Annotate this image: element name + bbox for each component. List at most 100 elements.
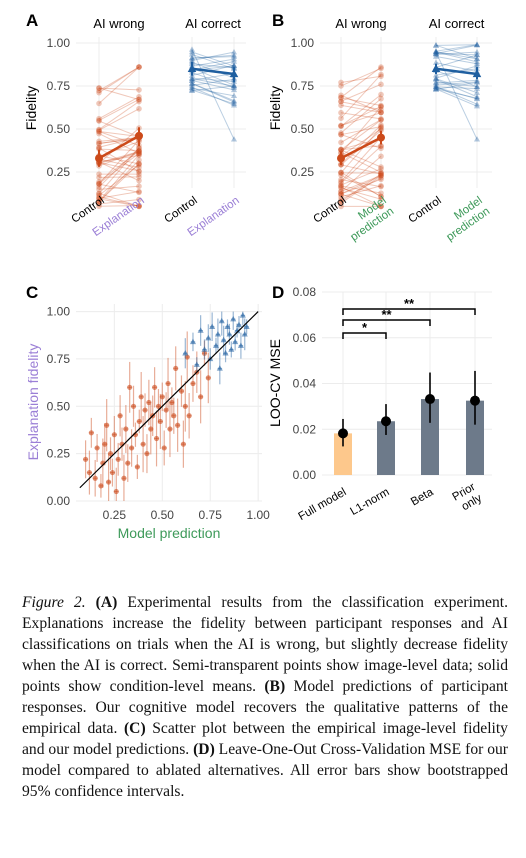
item-line [98, 151, 140, 164]
item-point [188, 46, 196, 52]
data-point [98, 483, 104, 489]
significance-bracket [342, 332, 387, 339]
item-point [378, 176, 384, 183]
item-line [98, 131, 140, 146]
item-line [340, 66, 382, 98]
item-point [230, 98, 238, 105]
item-line [191, 82, 235, 102]
item-point [338, 198, 344, 205]
mean-point [95, 154, 103, 163]
item-line [191, 83, 235, 103]
data-point [212, 342, 220, 348]
y-axis-label: Explanation fidelity [25, 344, 41, 461]
item-point [338, 130, 344, 136]
item-point [338, 188, 344, 195]
item-line [435, 88, 478, 99]
item-point [432, 50, 440, 56]
item-point [378, 123, 384, 130]
item-point [96, 196, 102, 202]
data-point [239, 312, 246, 318]
item-point [338, 191, 344, 197]
data-point [222, 350, 229, 356]
data-point [175, 422, 181, 428]
item-line [98, 204, 140, 207]
item-line [191, 78, 235, 86]
item-point [188, 51, 196, 57]
item-point [473, 51, 481, 58]
item-point [136, 157, 142, 163]
item-point [230, 136, 238, 142]
item-line [191, 85, 235, 92]
item-line [435, 86, 478, 90]
item-line [98, 154, 140, 163]
item-point [96, 100, 102, 107]
item-point [473, 136, 481, 142]
item-line [191, 72, 235, 81]
item-point [136, 150, 142, 157]
group-title: AI wrong [335, 16, 386, 31]
x-tick-label: Control [406, 195, 443, 226]
item-point [378, 173, 384, 179]
data-point [235, 321, 243, 328]
item-point [338, 123, 344, 130]
item-line [98, 158, 140, 168]
item-point [432, 85, 440, 92]
data-point [155, 403, 162, 409]
item-line [98, 66, 140, 94]
item-line [435, 44, 478, 54]
data-point [144, 451, 150, 457]
caption-part-a-label: (A) [95, 594, 118, 611]
data-point [142, 407, 148, 413]
item-line [340, 155, 382, 192]
y-tick-label: 0.50 [47, 122, 71, 136]
panel-label: D [272, 283, 284, 302]
item-line [340, 127, 382, 174]
y-tick-label: 0.25 [47, 165, 71, 179]
item-line [191, 56, 235, 59]
data-point [113, 488, 119, 495]
item-line [98, 164, 140, 196]
item-line [98, 96, 140, 120]
item-point [473, 55, 481, 61]
item-line [340, 186, 382, 207]
item-line [340, 106, 382, 127]
item-line [435, 88, 478, 107]
item-line [98, 192, 140, 207]
item-point [136, 145, 142, 152]
item-line [435, 51, 478, 60]
y-tick-label: 0.25 [47, 447, 71, 461]
item-point [136, 148, 142, 155]
y-axis-label: LOO-CV MSE [267, 339, 283, 427]
item-point [230, 100, 238, 107]
item-point [136, 174, 142, 180]
data-point [193, 361, 200, 367]
data-point [109, 469, 116, 476]
item-point [432, 83, 440, 90]
data-point [186, 413, 192, 419]
item-line [98, 154, 140, 202]
item-point [188, 55, 196, 61]
item-point [96, 87, 102, 94]
item-line [98, 131, 140, 138]
item-point [378, 73, 384, 80]
item-point [432, 42, 440, 48]
item-point [96, 117, 102, 124]
item-point [136, 151, 142, 158]
item-point [338, 98, 344, 105]
item-point [188, 48, 196, 55]
item-point [378, 142, 384, 149]
x-tick-label: 0.25 [103, 508, 127, 522]
y-tick-label: 1.00 [47, 305, 71, 319]
item-line [340, 178, 382, 195]
item-line [191, 71, 235, 89]
item-point [230, 55, 238, 62]
item-point [136, 147, 142, 154]
item-point [378, 203, 384, 210]
item-point [432, 76, 440, 82]
item-line [340, 175, 382, 195]
item-point [188, 84, 196, 90]
item-point [96, 198, 102, 205]
y-tick-label: 0.04 [293, 377, 317, 391]
data-point [102, 441, 108, 447]
item-point [136, 105, 142, 112]
